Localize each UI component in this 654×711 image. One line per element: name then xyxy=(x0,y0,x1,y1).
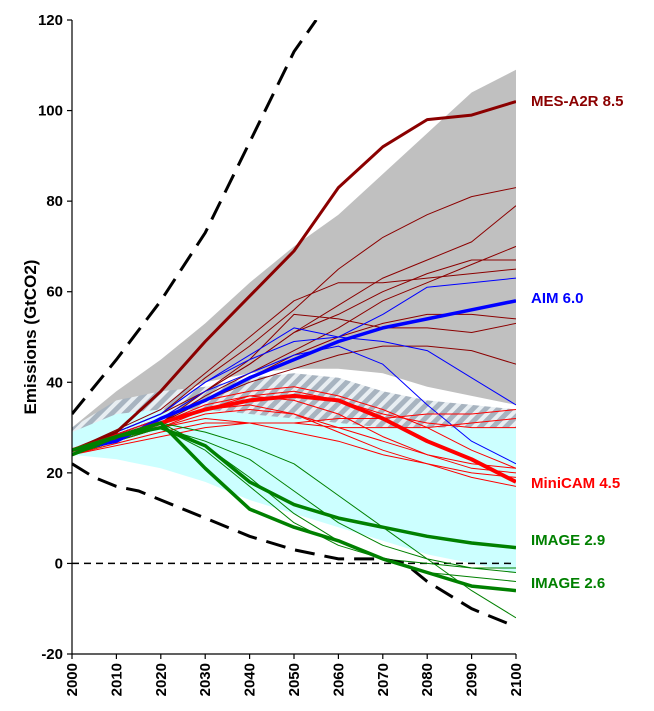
x-tick-label: 2010 xyxy=(108,663,125,696)
x-tick-label: 2030 xyxy=(197,663,214,696)
thin-scenario-line-13 xyxy=(72,395,516,474)
series-label-1: AIM 6.0 xyxy=(531,290,584,307)
y-tick-label: 120 xyxy=(38,12,63,29)
x-tick-label: 2040 xyxy=(242,663,259,696)
x-tick-label: 2080 xyxy=(419,663,436,696)
y-tick-label: 0 xyxy=(55,555,63,572)
series-label-2: MiniCAM 4.5 xyxy=(531,475,620,492)
series-label-3: IMAGE 2.9 xyxy=(531,532,605,549)
y-tick-label: -20 xyxy=(41,646,63,663)
thin-scenario-line-4 xyxy=(72,259,516,451)
x-tick-label: 2090 xyxy=(464,663,481,696)
x-tick-label: 2070 xyxy=(375,663,392,696)
y-tick-label: 80 xyxy=(46,193,63,210)
dashed-bound-0 xyxy=(72,20,318,415)
gray-band xyxy=(72,69,516,442)
y-tick-label: 20 xyxy=(46,465,63,482)
x-tick-label: 2060 xyxy=(330,663,347,696)
x-tick-label: 2050 xyxy=(286,663,303,696)
x-tick-label: 2020 xyxy=(153,663,170,696)
series-line-3 xyxy=(72,425,516,550)
series-label-4: IMAGE 2.6 xyxy=(531,575,605,592)
y-tick-label: 60 xyxy=(46,284,63,301)
thin-scenario-line-3 xyxy=(72,268,516,451)
x-tick-label: 2000 xyxy=(64,663,81,696)
thin-scenario-line-9 xyxy=(72,336,516,451)
y-tick-label: 100 xyxy=(38,103,63,120)
plot-area xyxy=(72,20,516,629)
thin-scenario-line-16 xyxy=(72,409,516,456)
dashed-bound-1 xyxy=(72,462,516,629)
thin-scenario-line-18 xyxy=(72,418,516,478)
thin-scenario-line-6 xyxy=(72,313,516,456)
series-line-0 xyxy=(72,100,516,452)
x-tick-label: 2100 xyxy=(508,663,525,696)
thin-scenario-line-0 xyxy=(72,187,516,451)
series-label-0: MES-A2R 8.5 xyxy=(531,93,624,110)
y-tick-label: 40 xyxy=(46,374,63,391)
y-axis-label: Emissions (GtCO2) xyxy=(21,260,40,415)
series-line-4 xyxy=(72,421,516,593)
thin-scenario-line-21 xyxy=(72,422,516,582)
